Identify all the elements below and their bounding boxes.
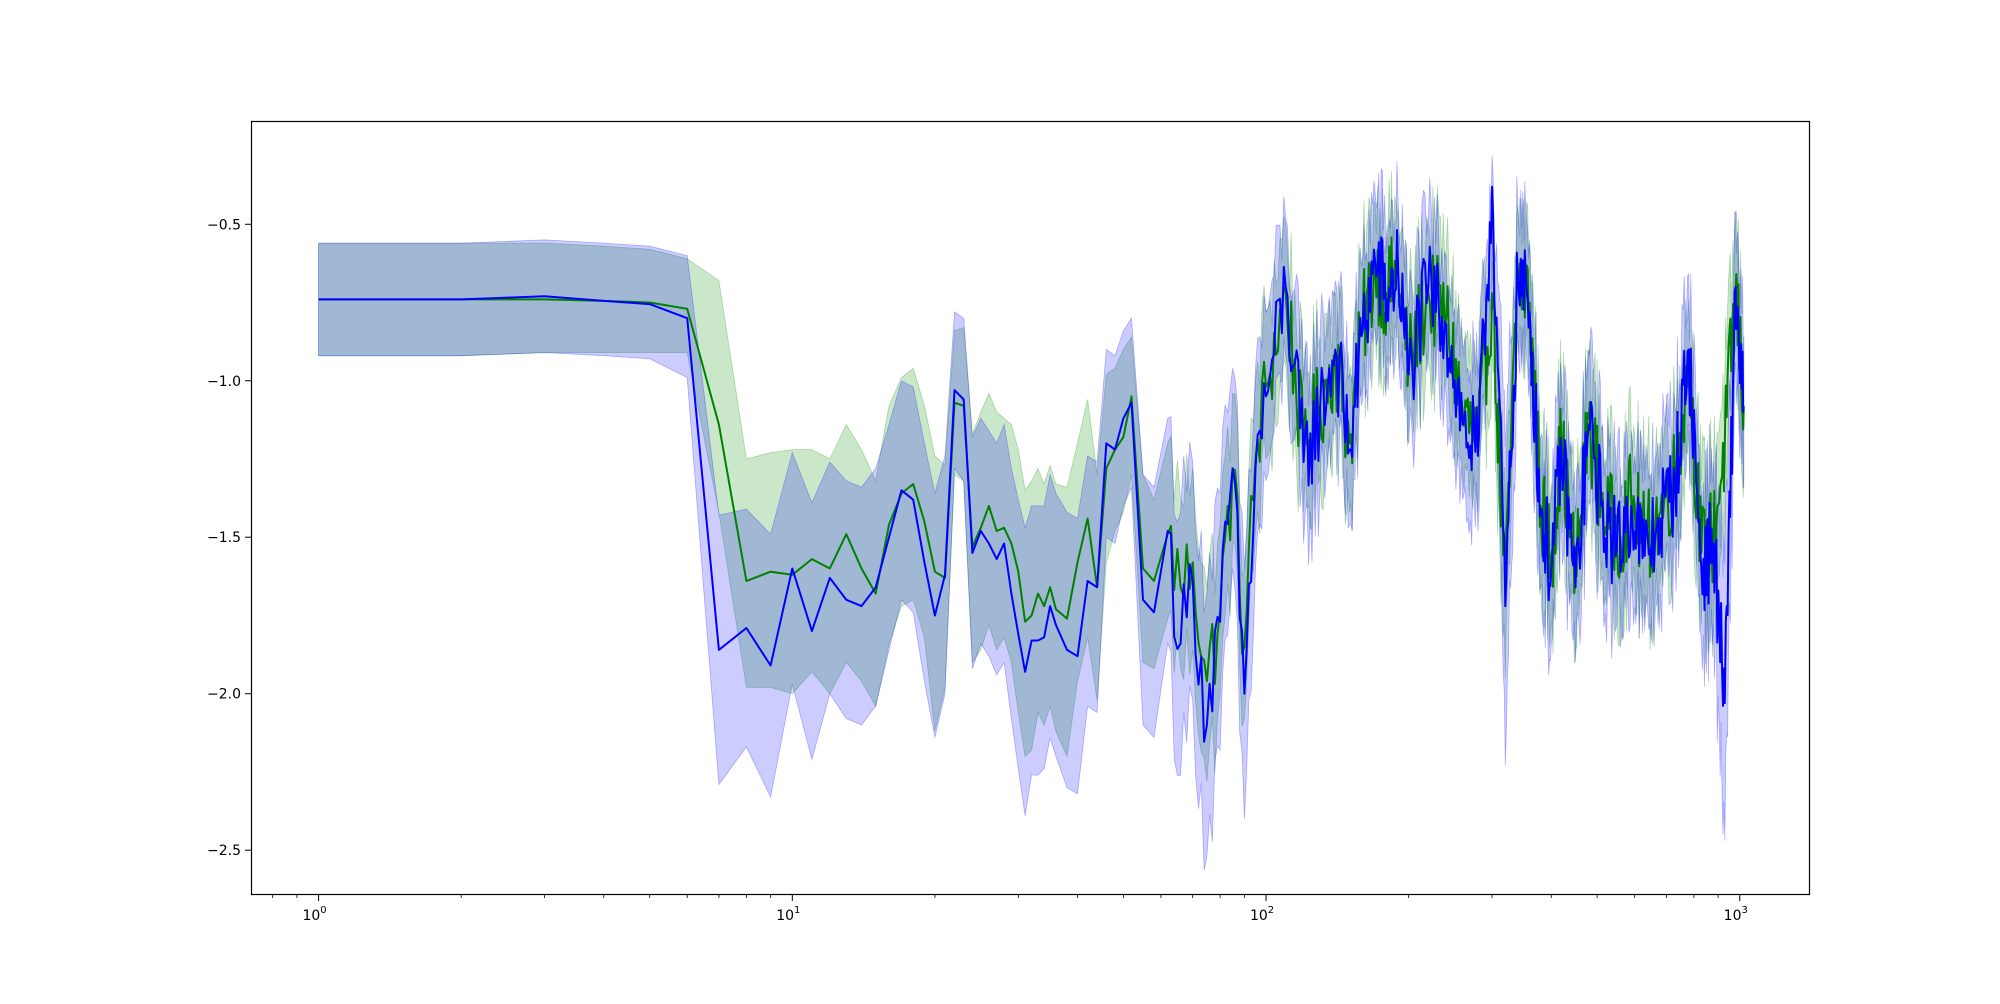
y-tick-label: −2.5	[207, 843, 241, 859]
y-tick-label: −1.5	[207, 530, 241, 546]
y-tick-label: −1.0	[207, 374, 241, 390]
y-tick-label: −2.0	[207, 687, 241, 703]
x-tick-label: 100	[302, 905, 326, 924]
confidence-bands	[318, 155, 1745, 871]
series-2-band	[318, 155, 1745, 871]
x-tick-label: 101	[776, 905, 800, 924]
x-axis: 100 101 102 103	[272, 894, 1748, 924]
plot-frame	[250, 120, 1811, 896]
series-2-line	[318, 185, 1745, 743]
series-1-band	[318, 170, 1745, 782]
y-tick-label: −0.5	[207, 217, 241, 233]
x-tick-label: 102	[1250, 905, 1274, 924]
x-tick-label: 103	[1724, 905, 1748, 924]
y-axis: −0.5 −1.0 −1.5 −2.0 −2.5	[207, 217, 251, 859]
series-lines	[318, 185, 1745, 743]
